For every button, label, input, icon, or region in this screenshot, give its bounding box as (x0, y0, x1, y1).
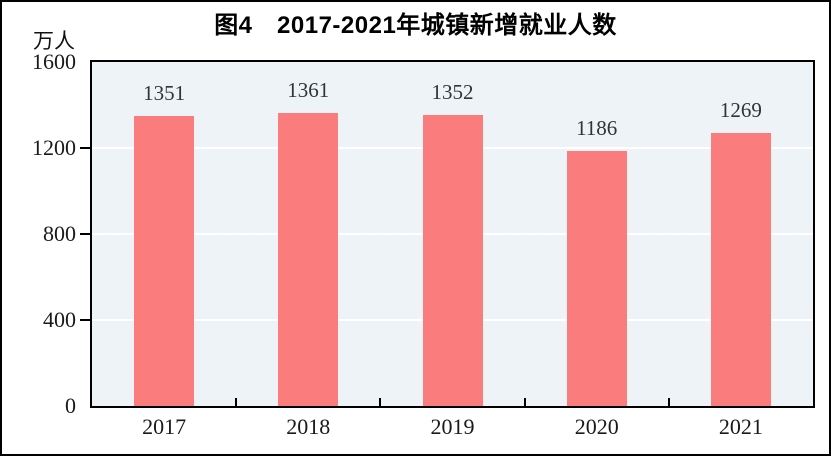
y-tick-label: 800 (43, 221, 76, 246)
x-tick-mark (667, 398, 670, 406)
bar (422, 115, 483, 406)
chart-title: 图4 2017-2021年城镇新增就业人数 (214, 12, 617, 39)
x-tick-mark (523, 398, 526, 406)
y-tick-mark (80, 147, 90, 149)
x-tick-label: 2017 (142, 414, 187, 439)
y-tick-mark (80, 233, 90, 235)
bar-value-label: 1351 (143, 80, 186, 105)
bar (710, 133, 771, 406)
bar-value-label: 1352 (431, 80, 474, 105)
bar (278, 113, 339, 406)
y-tick-label: 0 (65, 393, 76, 418)
x-tick-mark (235, 398, 238, 406)
x-tick-label: 2020 (574, 414, 619, 439)
y-tick-mark (80, 319, 90, 321)
bar-value-label: 1361 (287, 78, 330, 103)
bar (134, 115, 195, 406)
bar-value-label: 1269 (719, 98, 762, 123)
plot-area: 1351 1361 1352 1186 1269 (90, 60, 815, 408)
y-tick-label: 1200 (32, 135, 76, 160)
x-tick-label: 2019 (430, 414, 475, 439)
x-tick-label: 2018 (286, 414, 331, 439)
y-tick-label: 400 (43, 307, 76, 332)
x-tick-label: 2021 (718, 414, 763, 439)
x-tick-mark (379, 398, 382, 406)
y-tick-label: 1600 (32, 49, 76, 74)
y-axis-unit-label: 万人 (33, 29, 75, 53)
bar (566, 151, 627, 406)
bar-value-label: 1186 (576, 116, 618, 141)
